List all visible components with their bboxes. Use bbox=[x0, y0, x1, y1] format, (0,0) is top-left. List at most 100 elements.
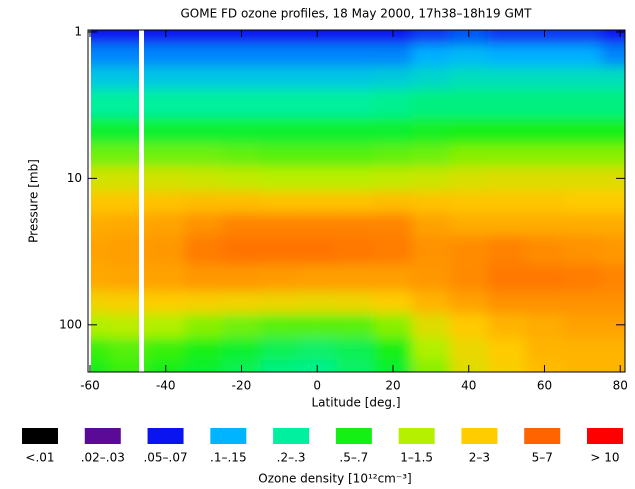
contour-cell bbox=[601, 66, 625, 90]
contour-cell bbox=[601, 88, 625, 119]
legend-label: 5–7 bbox=[532, 451, 553, 465]
contour-cell bbox=[563, 30, 602, 46]
contour-cell bbox=[525, 291, 564, 314]
contour-cell bbox=[88, 66, 110, 90]
contour-cell bbox=[601, 337, 625, 361]
contour-cell bbox=[336, 213, 375, 236]
contour-cell bbox=[449, 313, 489, 339]
contour-cell bbox=[411, 66, 451, 90]
y-tick-label: 10 bbox=[67, 171, 82, 185]
contour-cell bbox=[563, 313, 602, 339]
contour-cell bbox=[487, 44, 527, 68]
contour-cell bbox=[260, 44, 299, 68]
contour-cell bbox=[601, 44, 625, 68]
contour-cell bbox=[601, 144, 625, 168]
contour-cell bbox=[601, 235, 625, 265]
contour-cell bbox=[563, 264, 602, 292]
legend-swatch bbox=[84, 428, 121, 444]
contour-cell bbox=[146, 167, 186, 192]
contour-cell bbox=[108, 66, 148, 90]
contour-cell bbox=[298, 167, 337, 192]
contour-cell bbox=[222, 44, 261, 68]
contour-field bbox=[88, 30, 625, 372]
contour-cell bbox=[88, 213, 110, 236]
contour-cell bbox=[88, 264, 110, 292]
contour-cell bbox=[298, 313, 337, 339]
contour-cell bbox=[411, 44, 451, 68]
contour-cell bbox=[374, 291, 413, 314]
contour-cell bbox=[336, 191, 375, 214]
contour-cell bbox=[563, 359, 602, 372]
legend-swatch bbox=[524, 428, 561, 444]
contour-cell bbox=[88, 30, 110, 46]
contour-cell bbox=[525, 313, 564, 339]
contour-cell bbox=[298, 235, 337, 265]
contour-cell bbox=[525, 235, 564, 265]
contour-cell bbox=[487, 88, 527, 119]
contour-cell bbox=[222, 191, 261, 214]
colorbar-label: Ozone density [10¹²cm⁻³] bbox=[258, 472, 411, 486]
contour-cell bbox=[298, 337, 337, 361]
contour-cell bbox=[411, 88, 451, 119]
contour-cell bbox=[260, 313, 299, 339]
contour-cell bbox=[88, 337, 110, 361]
contour-cell bbox=[563, 235, 602, 265]
contour-cell bbox=[88, 235, 110, 265]
contour-cell bbox=[525, 337, 564, 361]
contour-cell bbox=[336, 264, 375, 292]
contour-cell bbox=[184, 337, 224, 361]
contour-cell bbox=[449, 235, 489, 265]
contour-cell bbox=[449, 30, 489, 46]
contour-cell bbox=[374, 118, 413, 146]
contour-cell bbox=[222, 144, 261, 168]
contour-cell bbox=[411, 167, 451, 192]
legend-label: .2–.3 bbox=[277, 451, 306, 465]
contour-cell bbox=[108, 191, 148, 214]
legend-swatch bbox=[22, 428, 58, 444]
contour-cell bbox=[411, 291, 451, 314]
contour-cell bbox=[525, 30, 564, 46]
contour-cell bbox=[260, 118, 299, 146]
contour-cell bbox=[298, 88, 337, 119]
chart-title: GOME FD ozone profiles, 18 May 2000, 17h… bbox=[181, 7, 533, 21]
contour-cell bbox=[222, 167, 261, 192]
contour-cell bbox=[449, 264, 489, 292]
legend-swatch bbox=[210, 428, 247, 444]
contour-cell bbox=[563, 118, 602, 146]
contour-cell bbox=[374, 235, 413, 265]
contour-cell bbox=[525, 264, 564, 292]
legend-swatch bbox=[587, 428, 623, 444]
contour-cell bbox=[487, 337, 527, 361]
contour-cell bbox=[563, 291, 602, 314]
contour-cell bbox=[525, 167, 564, 192]
contour-cell bbox=[222, 235, 261, 265]
contour-cell bbox=[336, 359, 375, 372]
contour-cell bbox=[184, 144, 224, 168]
contour-cell bbox=[146, 313, 186, 339]
contour-cell bbox=[184, 167, 224, 192]
x-tick-label: -40 bbox=[156, 379, 176, 393]
contour-cell bbox=[184, 66, 224, 90]
contour-cell bbox=[146, 144, 186, 168]
contour-cell bbox=[374, 313, 413, 339]
contour-cell bbox=[260, 144, 299, 168]
contour-cell bbox=[411, 30, 451, 46]
contour-cell bbox=[374, 144, 413, 168]
contour-cell bbox=[487, 30, 527, 46]
contour-cell bbox=[108, 213, 148, 236]
contour-cell bbox=[336, 118, 375, 146]
data-gap bbox=[139, 30, 144, 372]
contour-cell bbox=[487, 313, 527, 339]
contour-cell bbox=[298, 44, 337, 68]
contour-cell bbox=[298, 144, 337, 168]
contour-cell bbox=[487, 359, 527, 372]
contour-cell bbox=[88, 191, 110, 214]
contour-cell bbox=[336, 313, 375, 339]
contour-cell bbox=[146, 213, 186, 236]
contour-cell bbox=[184, 44, 224, 68]
contour-cell bbox=[563, 88, 602, 119]
contour-cell bbox=[601, 167, 625, 192]
contour-cell bbox=[563, 191, 602, 214]
contour-cell bbox=[563, 66, 602, 90]
contour-cell bbox=[411, 118, 451, 146]
